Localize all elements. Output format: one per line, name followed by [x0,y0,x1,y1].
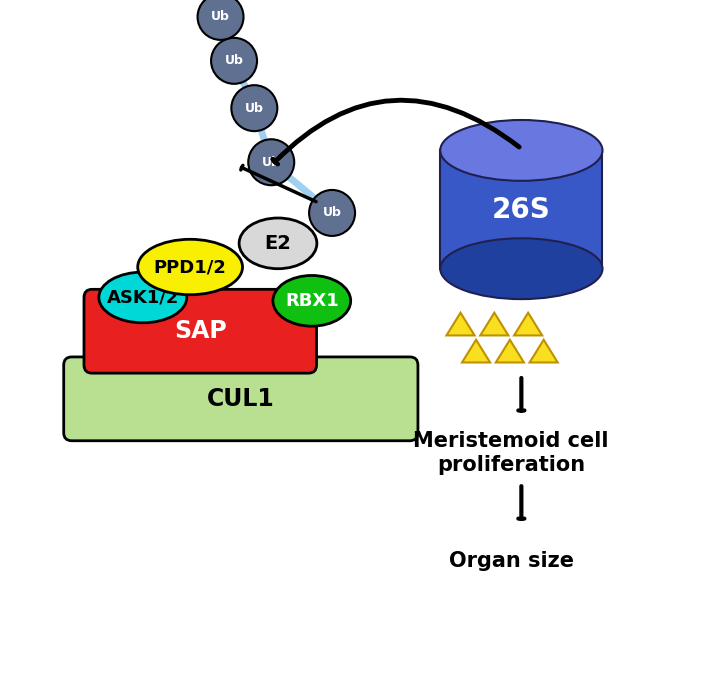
Text: CUL1: CUL1 [207,387,275,411]
Text: SAP: SAP [174,319,227,343]
Text: Ub: Ub [225,54,244,68]
FancyBboxPatch shape [64,357,418,441]
Text: 26S: 26S [492,195,551,224]
FancyBboxPatch shape [84,289,317,373]
Polygon shape [462,340,490,362]
Ellipse shape [239,218,317,269]
Ellipse shape [440,120,602,180]
Text: E2: E2 [265,234,291,253]
Polygon shape [514,313,542,335]
Circle shape [231,85,278,131]
Bar [440,151,602,269]
Ellipse shape [440,239,602,299]
Text: Ub: Ub [245,101,264,115]
Text: RBX1: RBX1 [285,292,339,310]
Polygon shape [496,340,524,362]
Text: Ub: Ub [211,10,230,24]
Text: Ub: Ub [262,155,281,169]
Text: Meristemoid cell
proliferation: Meristemoid cell proliferation [413,431,609,475]
Text: Ub: Ub [323,206,341,220]
Circle shape [197,0,244,40]
Circle shape [211,38,257,84]
Text: Organ size: Organ size [449,551,573,571]
Polygon shape [529,340,558,362]
Text: ASK1/2: ASK1/2 [107,289,179,306]
Text: PPD1/2: PPD1/2 [154,258,226,276]
Circle shape [248,139,294,185]
Circle shape [309,190,355,236]
Polygon shape [480,313,508,335]
Polygon shape [447,313,475,335]
Ellipse shape [138,239,242,295]
Ellipse shape [99,272,187,322]
Ellipse shape [273,276,351,327]
